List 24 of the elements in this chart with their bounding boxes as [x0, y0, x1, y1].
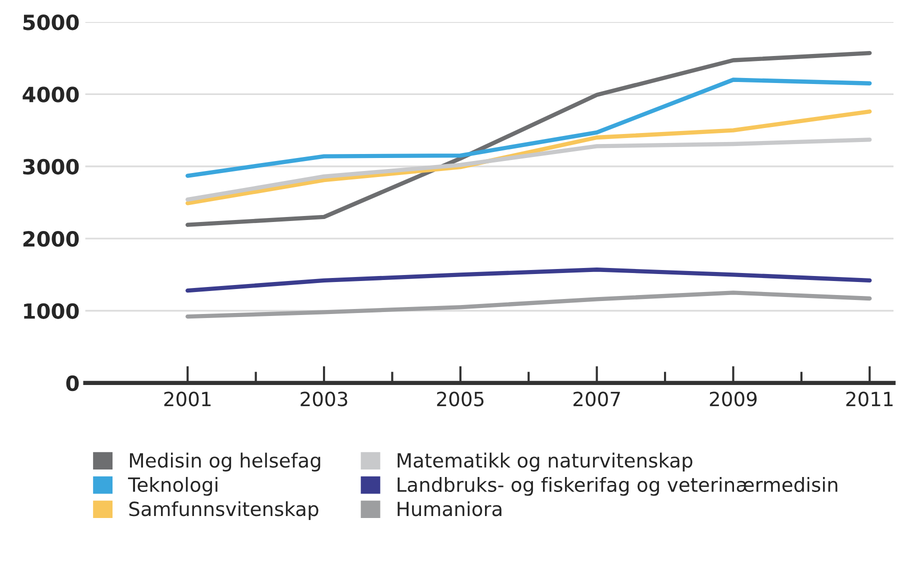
legend-label: Medisin og helsefag [130, 452, 320, 472]
x-tick-label: 2007 [574, 392, 620, 406]
y-tick-label: 3000 [23, 158, 79, 175]
legend-label: Landbruks- og fiskerifag og veterinærmedisin [398, 476, 838, 496]
legend-label: Humaniora [398, 501, 502, 516]
line-series [186, 268, 872, 293]
line-series [186, 78, 872, 178]
y-tick-label: 5000 [23, 14, 79, 30]
line-series [186, 138, 872, 202]
y-tick-label: 2000 [23, 231, 79, 247]
y-tick-label: 1000 [24, 303, 79, 319]
line-series [186, 290, 872, 319]
line-series [186, 50, 872, 227]
line-series [186, 109, 872, 206]
x-tick-label: 2003 [300, 392, 348, 406]
x-tick-label: 2009 [710, 392, 757, 406]
y-tick-label: 0 [66, 375, 79, 392]
legend-label: Matematikk og naturvitenskap [398, 452, 692, 472]
legend-label: Samfunnsvitenskap [129, 501, 318, 520]
legend-label: Teknologi [128, 476, 218, 496]
x-tick-label: 2011 [846, 392, 893, 406]
y-tick-label: 4000 [22, 86, 79, 102]
x-tick-label: 2005 [437, 392, 484, 406]
x-tick-label: 2001 [164, 392, 211, 406]
